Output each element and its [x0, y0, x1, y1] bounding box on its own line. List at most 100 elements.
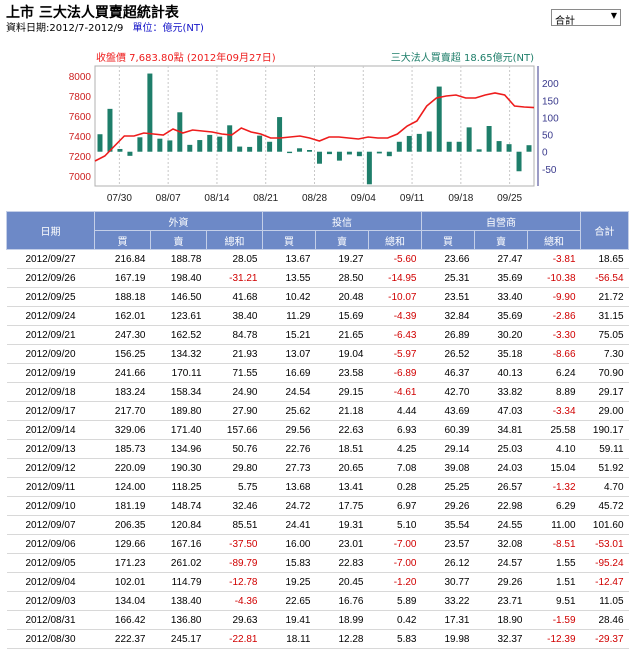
- value-cell: 124.00: [94, 477, 151, 497]
- net-bar: [316, 151, 322, 164]
- foreign-header: 外資: [94, 211, 263, 231]
- date-cell: 2012/08/30: [6, 629, 95, 649]
- index-label: 收盤價 7,683.80點 (2012年09月27日): [96, 51, 276, 64]
- table-row: 2012/09/07 206.35 120.84 85.51 24.41 19.31 5.1…: [6, 515, 629, 535]
- value-cell: 46.37: [421, 363, 475, 383]
- net-bar: [406, 135, 412, 152]
- type-select-value: 合計: [555, 16, 575, 27]
- table-row: 2012/09/12 220.09 190.30 29.80 27.73 20.65 7.0…: [6, 458, 629, 478]
- value-cell: 134.32: [150, 344, 207, 364]
- net-bar: [426, 131, 432, 152]
- value-cell: 188.78: [150, 249, 207, 269]
- x-tick-label: 09/18: [448, 193, 473, 204]
- value-cell: 329.06: [94, 420, 151, 440]
- net-bar: [486, 126, 492, 152]
- value-cell: 23.66: [421, 249, 475, 269]
- value-cell: 17.31: [421, 610, 475, 630]
- value-cell: 18.11: [262, 629, 316, 649]
- value-cell: 45.72: [580, 496, 629, 516]
- date-cell: 2012/09/17: [6, 401, 95, 421]
- value-cell: 7.30: [580, 344, 629, 364]
- value-cell: 29.26: [421, 496, 475, 516]
- value-cell: 21.72: [580, 287, 629, 307]
- right-tick-label: 200: [542, 79, 559, 90]
- date-cell: 2012/09/24: [6, 306, 95, 326]
- value-cell: -7.00: [368, 534, 422, 554]
- value-cell: 23.01: [315, 534, 369, 554]
- value-cell: 29.14: [421, 439, 475, 459]
- x-tick-label: 07/30: [107, 193, 132, 204]
- x-tick-label: 08/14: [204, 193, 229, 204]
- chevron-down-icon: ▼: [610, 11, 617, 20]
- value-cell: 30.77: [421, 572, 475, 592]
- date-cell: 2012/09/11: [6, 477, 95, 497]
- date-cell: 2012/09/12: [6, 458, 95, 478]
- value-cell: 38.40: [206, 306, 263, 326]
- value-cell: 29.56: [262, 420, 316, 440]
- sub-header: 賣: [150, 230, 207, 250]
- value-cell: 24.03: [474, 458, 528, 478]
- value-cell: 245.17: [150, 629, 207, 649]
- net-bar: [277, 117, 283, 152]
- net-bar: [516, 151, 522, 172]
- net-bar: [496, 141, 502, 152]
- value-cell: -9.90: [527, 287, 581, 307]
- table-body: 2012/09/27 216.84 188.78 28.05 13.67 19.27 -5.…: [6, 249, 629, 649]
- value-cell: 59.11: [580, 439, 629, 459]
- value-cell: 222.37: [94, 629, 151, 649]
- table-row: 2012/09/26 167.19 198.40 -31.21 13.55 28.50 -1…: [6, 268, 629, 288]
- value-cell: 28.50: [315, 268, 369, 288]
- value-cell: 71.55: [206, 363, 263, 383]
- value-cell: -4.61: [368, 382, 422, 402]
- value-cell: 13.55: [262, 268, 316, 288]
- value-cell: -12.47: [580, 572, 629, 592]
- value-cell: 35.18: [474, 344, 528, 364]
- date-cell: 2012/09/25: [6, 287, 95, 307]
- net-bar: [187, 144, 193, 152]
- x-tick-label: 09/25: [497, 193, 522, 204]
- date-cell: 2012/09/03: [6, 591, 95, 611]
- table-row: 2012/09/11 124.00 118.25 5.75 13.68 13.41 0.28…: [6, 477, 629, 497]
- value-cell: 32.46: [206, 496, 263, 516]
- value-cell: -2.86: [527, 306, 581, 326]
- value-cell: -12.39: [527, 629, 581, 649]
- value-cell: 29.26: [474, 572, 528, 592]
- value-cell: 19.04: [315, 344, 369, 364]
- value-cell: 31.15: [580, 306, 629, 326]
- value-cell: 19.98: [421, 629, 475, 649]
- value-cell: 148.74: [150, 496, 207, 516]
- sub-header: 買: [421, 230, 475, 250]
- value-cell: 40.13: [474, 363, 528, 383]
- left-tick-label: 7000: [69, 172, 92, 183]
- date-range: 資料日期:2012/7-2012/9 單位：億元(NT): [6, 19, 204, 34]
- net-bar: [366, 151, 372, 185]
- value-cell: 28.05: [206, 249, 263, 269]
- type-select[interactable]: 合計 ▼: [551, 9, 621, 27]
- net-bar: [257, 135, 263, 152]
- value-cell: 33.82: [474, 382, 528, 402]
- value-cell: 32.84: [421, 306, 475, 326]
- date-cell: 2012/09/07: [6, 515, 95, 535]
- value-cell: 166.42: [94, 610, 151, 630]
- value-cell: 33.40: [474, 287, 528, 307]
- value-cell: 12.28: [315, 629, 369, 649]
- value-cell: -12.78: [206, 572, 263, 592]
- table-row: 2012/09/21 247.30 162.52 84.78 15.21 21.65 -6.…: [6, 325, 629, 345]
- value-cell: 6.24: [527, 363, 581, 383]
- sub-header: 買: [94, 230, 151, 250]
- value-cell: -3.30: [527, 325, 581, 345]
- value-cell: 15.69: [315, 306, 369, 326]
- net-bar: [237, 146, 243, 152]
- value-cell: 50.76: [206, 439, 263, 459]
- value-cell: 16.00: [262, 534, 316, 554]
- x-tick-label: 08/28: [302, 193, 327, 204]
- value-cell: -6.43: [368, 325, 422, 345]
- value-cell: 33.22: [421, 591, 475, 611]
- value-cell: 25.31: [421, 268, 475, 288]
- date-cell: 2012/09/27: [6, 249, 95, 269]
- value-cell: 162.52: [150, 325, 207, 345]
- value-cell: 220.09: [94, 458, 151, 478]
- value-cell: 188.18: [94, 287, 151, 307]
- value-cell: 20.65: [315, 458, 369, 478]
- sub-header: 買: [262, 230, 316, 250]
